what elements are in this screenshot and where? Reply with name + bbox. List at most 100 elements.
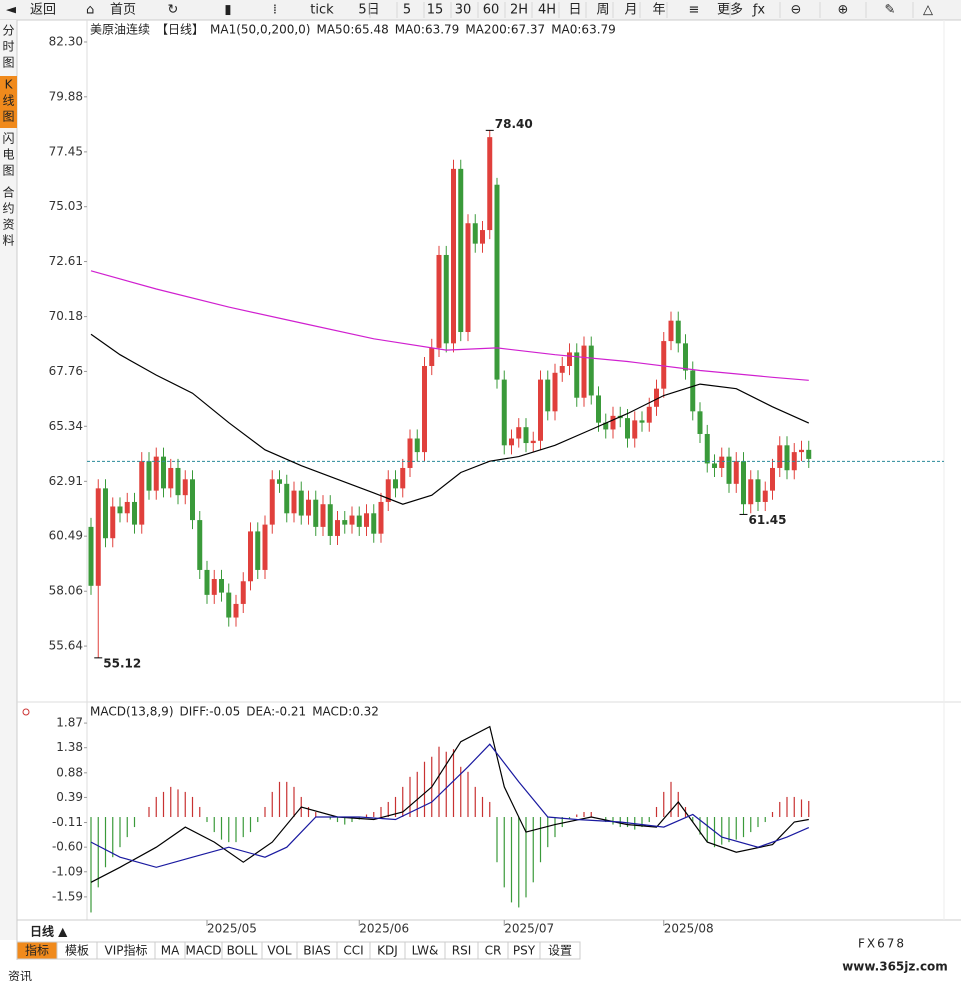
toolbar-icon[interactable]: ⁞ xyxy=(273,3,277,18)
indicator-tab-label[interactable]: MACD xyxy=(186,944,222,958)
side-tab-char[interactable]: 图 xyxy=(2,110,14,124)
side-tab-char[interactable]: 分 xyxy=(2,24,14,38)
settings-icon[interactable] xyxy=(22,708,30,716)
side-tab[interactable] xyxy=(0,76,17,128)
side-tab-char[interactable]: 资 xyxy=(2,218,14,232)
toolbar-button[interactable]: tick xyxy=(310,3,334,18)
candle-body xyxy=(646,406,652,423)
extreme-label: 55.12 xyxy=(103,656,141,670)
toolbar-icon[interactable]: ↻ xyxy=(168,3,179,18)
candle-body xyxy=(342,520,348,525)
side-tab-char[interactable]: 图 xyxy=(2,56,14,70)
toolbar-button[interactable]: 30 xyxy=(455,3,472,18)
side-tab-char[interactable]: 电 xyxy=(2,148,14,162)
side-tab-char[interactable]: 线 xyxy=(2,94,14,108)
legend-item: MACD(13,8,9) xyxy=(90,705,174,719)
indicator-tab-label[interactable]: CCI xyxy=(343,944,363,958)
toolbar-button[interactable]: 周 xyxy=(596,3,609,18)
candle-body xyxy=(588,345,594,396)
legend-item: MA0:63.79 xyxy=(551,23,616,37)
y-tick-label: 82.30 xyxy=(49,34,83,48)
toolbar-icon[interactable]: ⌂ xyxy=(86,3,94,18)
side-tab[interactable] xyxy=(0,22,17,74)
toolbar-button[interactable]: 年 xyxy=(652,3,665,18)
candle-body xyxy=(472,223,478,244)
indicator-tab-label[interactable]: CR xyxy=(485,944,502,958)
side-tab-char[interactable]: 合 xyxy=(2,185,14,200)
footer-tab[interactable]: 资讯 xyxy=(8,970,32,981)
candle-body xyxy=(567,352,572,367)
candle-body xyxy=(799,449,804,453)
y-tick-label: 79.88 xyxy=(49,89,83,103)
candle-body xyxy=(393,479,398,489)
side-tab-char[interactable]: 图 xyxy=(2,164,14,178)
legend-item: DIFF:-0.05 xyxy=(180,705,241,719)
toolbar-button[interactable]: 15 xyxy=(427,3,444,18)
toolbar-button[interactable]: 5 xyxy=(403,3,411,18)
toolbar-icon[interactable]: ◄ xyxy=(6,3,16,18)
candle-body xyxy=(226,592,232,618)
candle-body xyxy=(762,490,768,502)
candle-body xyxy=(451,168,456,344)
candle-body xyxy=(400,467,406,489)
indicator-tab-label[interactable]: BIAS xyxy=(303,944,331,958)
period-label[interactable]: 日线 ▲ xyxy=(30,924,68,939)
toolbar-icon[interactable]: △ xyxy=(923,3,933,18)
candle-body xyxy=(190,479,195,521)
candle-body xyxy=(153,456,159,491)
indicator-tab-label[interactable]: KDJ xyxy=(377,944,398,958)
toolbar-icon[interactable]: ✎ xyxy=(885,3,896,18)
x-tick-label: 2025/07 xyxy=(504,922,554,936)
indicator-tab-label[interactable]: BOLL xyxy=(227,944,258,958)
toolbar-button[interactable]: 2H xyxy=(510,3,528,18)
toolbar-button[interactable]: 日 xyxy=(568,3,581,18)
y-tick-label: 55.64 xyxy=(49,639,83,653)
toolbar-button[interactable]: 4H xyxy=(538,3,556,18)
y-tick-label: 0.39 xyxy=(56,790,83,804)
toolbar-button[interactable]: 首页 xyxy=(110,3,136,18)
toolbar-button[interactable]: 返回 xyxy=(30,3,56,18)
y-tick-label: -0.60 xyxy=(52,840,83,854)
side-tab-char[interactable]: 时 xyxy=(2,40,14,54)
toolbar-icon[interactable]: ƒx xyxy=(752,3,766,18)
side-tab-char[interactable]: 约 xyxy=(2,201,14,216)
toolbar-button[interactable]: 月 xyxy=(624,3,637,18)
indicator-tab-label[interactable]: 设置 xyxy=(548,944,572,958)
candle-body xyxy=(675,320,681,344)
indicator-tab-label[interactable]: PSY xyxy=(513,944,536,958)
toolbar-icon[interactable]: ⊕ xyxy=(838,3,849,18)
candle-body xyxy=(371,513,377,534)
side-tab-char[interactable]: 料 xyxy=(2,234,14,248)
candle-body xyxy=(603,422,609,430)
extreme-label: 78.40 xyxy=(495,117,533,131)
candle-body xyxy=(509,438,514,446)
candle-body xyxy=(487,137,493,231)
candle-body xyxy=(284,483,290,514)
toolbar-icon[interactable]: ▮ xyxy=(224,3,231,18)
candle-body xyxy=(422,366,427,453)
indicator-tab-label[interactable]: VIP指标 xyxy=(105,943,148,958)
indicator-line xyxy=(90,725,809,883)
indicator-tab[interactable] xyxy=(539,941,581,960)
legend-item: MA50:65.48 xyxy=(316,23,388,37)
toolbar-icon[interactable]: ≡ xyxy=(689,3,700,18)
indicator-tab-label[interactable]: LW& xyxy=(412,944,439,958)
toolbar-button[interactable]: 5日 xyxy=(358,3,379,18)
y-tick-label: -1.09 xyxy=(52,864,83,878)
toolbar-button[interactable]: 60 xyxy=(483,3,500,18)
side-tab-char[interactable]: K xyxy=(5,78,14,92)
indicator-tab-label[interactable]: VOL xyxy=(267,944,291,958)
toolbar-icon[interactable]: ⊖ xyxy=(791,3,802,18)
side-tab[interactable] xyxy=(0,184,17,252)
indicator-tab-label[interactable]: 模板 xyxy=(65,944,89,958)
indicator-tab-label[interactable]: RSI xyxy=(452,944,472,958)
indicator-tab-label[interactable]: 指标 xyxy=(25,943,49,958)
indicator-tab-label[interactable]: MA xyxy=(161,944,180,958)
side-tab[interactable] xyxy=(0,130,17,182)
candle-body xyxy=(219,579,224,593)
candle-body xyxy=(545,379,551,412)
side-tab-char[interactable]: 闪 xyxy=(2,132,14,146)
candle-body xyxy=(480,230,485,244)
candle-body xyxy=(407,438,413,468)
